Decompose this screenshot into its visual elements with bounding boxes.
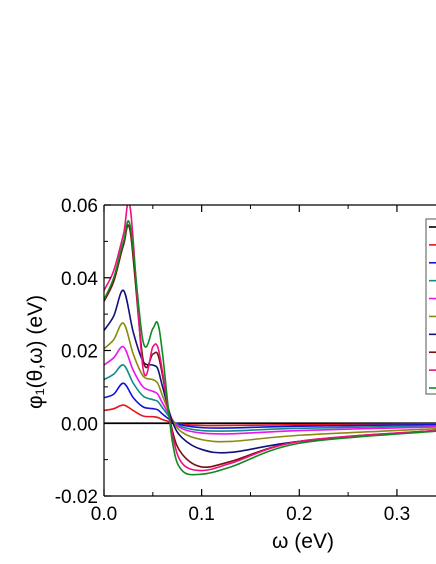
y-tick-label: 0.04 — [61, 269, 98, 290]
series-line-3 — [104, 364, 436, 432]
series-line-5 — [104, 322, 436, 443]
series-line-2 — [104, 382, 436, 429]
x-tick-label: 0.1 — [188, 504, 214, 525]
axes: 0.0 0.1 0.2 0.3 0.06 0.04 0.02 0.00 -0.02 — [55, 196, 436, 525]
y-tick-label: 0.00 — [61, 414, 98, 435]
y-axis-label: φ₁(θ,ω) (eV) — [24, 295, 47, 409]
series-line-8 — [104, 205, 436, 472]
y-tick-label: 0.06 — [61, 196, 98, 217]
plot-area — [104, 205, 436, 476]
x-tick-label: 0.0 — [91, 504, 117, 525]
series-line-4 — [104, 345, 436, 435]
series-line-1 — [104, 404, 436, 427]
series-line-9 — [104, 220, 436, 476]
y-tick-label: -0.02 — [55, 487, 98, 508]
series-line-6 — [104, 289, 436, 454]
legend-box — [425, 218, 436, 395]
legend — [425, 218, 436, 395]
x-tick-label: 0.3 — [384, 504, 410, 525]
x-tick-label: 0.2 — [286, 504, 312, 525]
y-tick-label: 0.02 — [61, 342, 98, 363]
x-axis-label: ω (eV) — [272, 530, 334, 553]
